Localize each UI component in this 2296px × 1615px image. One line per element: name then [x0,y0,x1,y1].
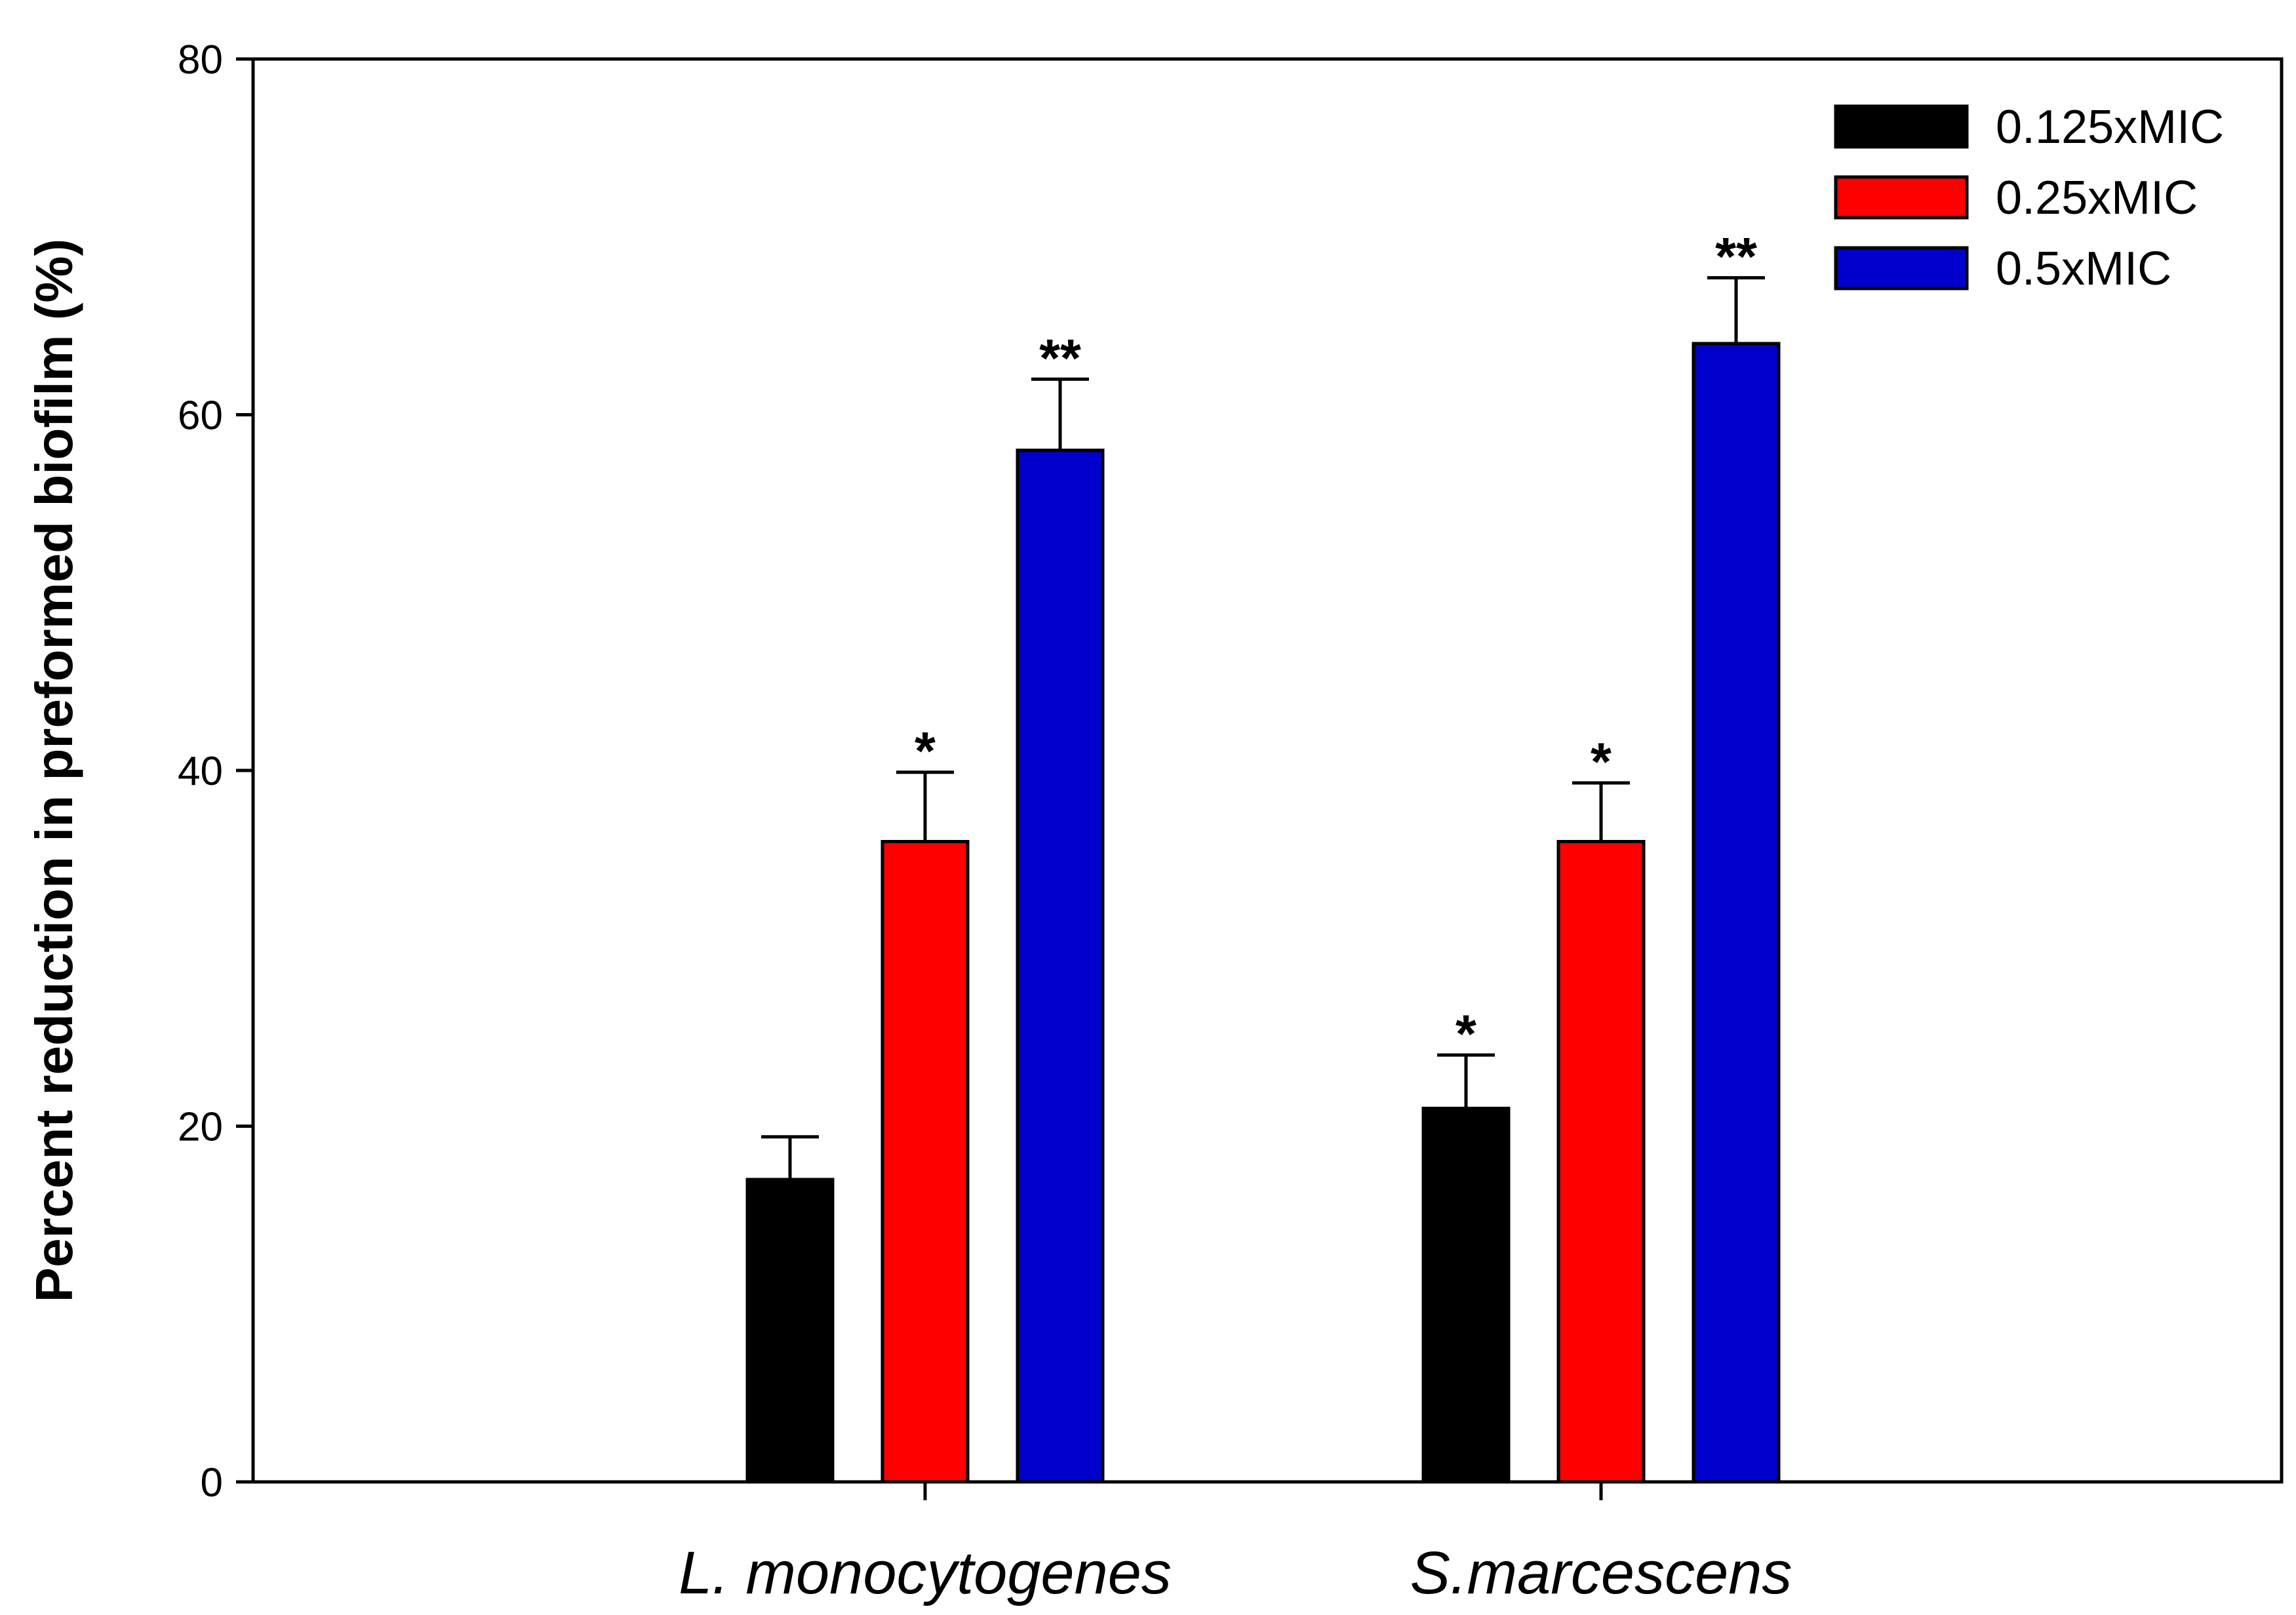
bar-0.25xMIC-L. monocytogenes [881,840,970,1484]
legend-swatch [1834,246,1969,290]
significance-marker: ** [1039,329,1081,388]
significance-marker: ** [1715,228,1757,287]
bar-0.25xMIC-S.marcescens [1556,840,1646,1484]
significance-marker: * [1591,732,1612,792]
legend-swatch [1834,175,1969,220]
significance-marker: * [1455,1005,1476,1064]
y-tick-label: 20 [178,1105,223,1150]
y-tick-label: 60 [178,393,223,439]
legend-label: 0.5xMIC [1996,243,2171,295]
x-category-label: S.marcescens [1410,1540,1792,1606]
bar-0.125xMIC-L. monocytogenes [745,1178,835,1484]
labels: 0 20 40 60 80 Percent reduction in preformed … [25,37,1792,1606]
plot-frame [251,57,2284,1484]
legend: 0.125xMIC 0.25xMIC 0.5xMIC [1834,101,2224,295]
y-tick-label: 0 [201,1460,223,1505]
y-tick-label: 80 [178,37,223,83]
legend-swatch [1834,104,1969,149]
bar-0.5xMIC-L. monocytogenes [1016,449,1105,1484]
significance-marker: * [915,722,936,782]
bar-0.5xMIC-S.marcescens [1692,342,1781,1484]
legend-label: 0.125xMIC [1996,101,2224,153]
y-axis-title: Percent reduction in preformed biofilm (… [25,239,83,1302]
x-category-label: L. monocytogenes [679,1540,1172,1606]
bars [745,276,1781,1484]
axes [236,57,2284,1500]
bar-0.125xMIC-S.marcescens [1421,1106,1511,1484]
legend-label: 0.25xMIC [1996,172,2198,224]
y-tick-label: 40 [178,749,223,794]
